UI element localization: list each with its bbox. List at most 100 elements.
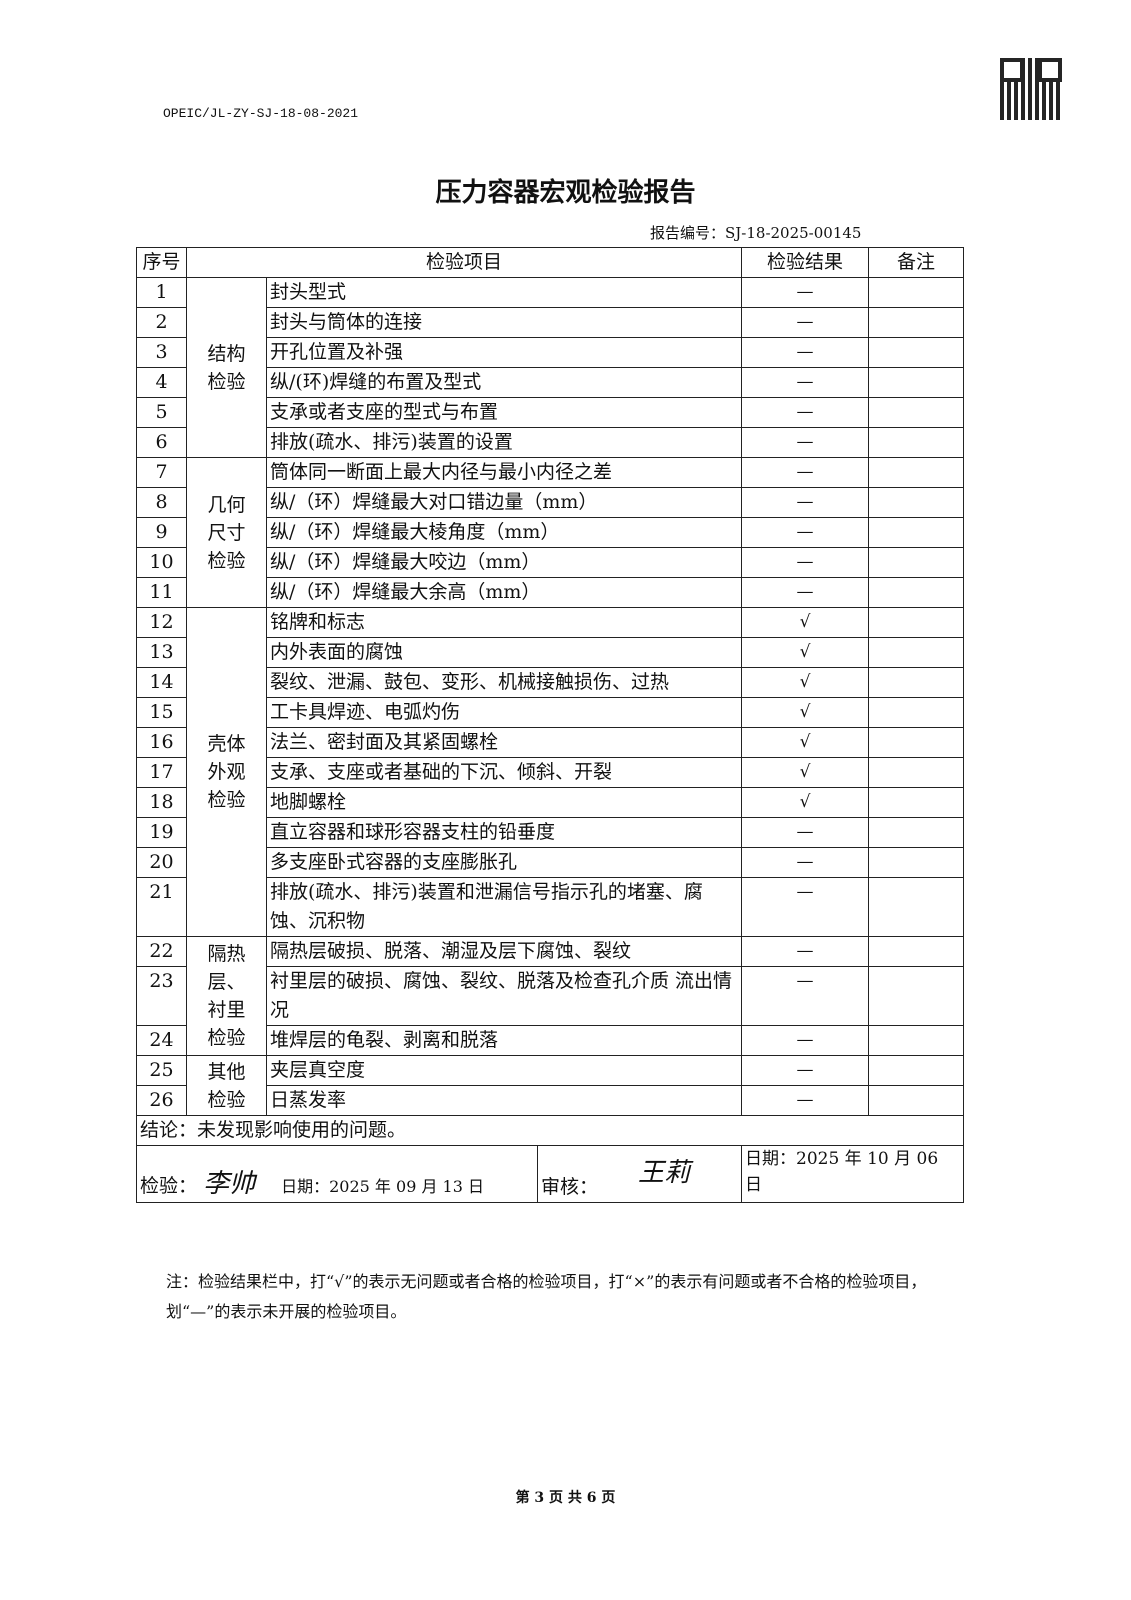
category-label: 几何尺寸检验: [186, 457, 267, 608]
row-remark: [868, 847, 964, 878]
row-seq: 10: [136, 547, 187, 578]
row-item: 纵/（环）焊缝最大对口错边量（mm）: [266, 487, 742, 518]
row-remark: [868, 487, 964, 518]
row-seq: 20: [136, 847, 187, 878]
row-result: —: [741, 307, 869, 338]
category-label: 隔热层、衬里检验: [186, 936, 267, 1056]
row-result: —: [741, 1055, 869, 1086]
header-result: 检验结果: [741, 247, 869, 278]
row-seq: 1: [136, 277, 187, 308]
row-result: —: [741, 847, 869, 878]
row-item: 支承、支座或者基础的下沉、倾斜、开裂: [266, 757, 742, 788]
table-row: 14 裂纹、泄漏、鼓包、变形、机械接触损伤、过热 √: [136, 667, 964, 698]
row-result: —: [741, 397, 869, 428]
table-header: 序号 检验项目 检验结果 备注: [136, 247, 964, 278]
row-result: √: [741, 727, 869, 758]
row-item: 封头型式: [266, 277, 742, 308]
category-label: 其他检验: [186, 1055, 267, 1116]
conclusion-row: 结论：未发现影响使用的问题。: [136, 1115, 964, 1146]
row-result: √: [741, 637, 869, 668]
header-seq: 序号: [136, 247, 187, 278]
row-seq: 9: [136, 517, 187, 548]
row-seq: 2: [136, 307, 187, 338]
reviewer-signature: 王莉: [638, 1158, 691, 1188]
table-row: 6 排放(疏水、排污)装置的设置 —: [136, 427, 964, 458]
row-seq: 12: [136, 607, 187, 638]
category-label: 壳体外观检验: [186, 607, 267, 937]
row-item: 直立容器和球形容器支柱的铅垂度: [266, 817, 742, 848]
row-result: √: [741, 667, 869, 698]
table-row: 7 几何尺寸检验 筒体同一断面上最大内径与最小内径之差 —: [136, 457, 964, 608]
table-row: 13 内外表面的腐蚀 √: [136, 637, 964, 668]
table-row: 23 衬里层的破损、腐蚀、裂纹、脱落及检查孔介质 流出情况 —: [136, 966, 964, 1026]
inspection-table: 序号 检验项目 检验结果 备注 1 结构检验 封头型式 —2 封头与筒体的连接 —3 开孔位…: [136, 247, 964, 1203]
row-seq: 15: [136, 697, 187, 728]
row-item: 筒体同一断面上最大内径与最小内径之差: [266, 457, 742, 488]
row-result: —: [741, 1025, 869, 1056]
row-seq: 18: [136, 787, 187, 818]
row-item: 排放(疏水、排污)装置的设置: [266, 427, 742, 458]
row-result: √: [741, 757, 869, 788]
conclusion: 结论：未发现影响使用的问题。: [136, 1115, 964, 1146]
row-remark: [868, 307, 964, 338]
row-item: 封头与筒体的连接: [266, 307, 742, 338]
row-result: —: [741, 966, 869, 1026]
table-row: 26 日蒸发率 —: [136, 1085, 964, 1116]
table-row: 12 壳体外观检验 铭牌和标志 √: [136, 607, 964, 937]
report-number: 报告编号：SJ-18-2025-00145: [650, 224, 862, 242]
row-remark: [868, 457, 964, 488]
row-result: —: [741, 427, 869, 458]
table-row: 4 纵/(环)焊缝的布置及型式 —: [136, 367, 964, 398]
row-item: 堆焊层的龟裂、剥离和脱落: [266, 1025, 742, 1056]
row-result: √: [741, 787, 869, 818]
row-item: 夹层真空度: [266, 1055, 742, 1086]
table-row: 17 支承、支座或者基础的下沉、倾斜、开裂 √: [136, 757, 964, 788]
row-remark: [868, 667, 964, 698]
row-remark: [868, 1055, 964, 1086]
row-item: 支承或者支座的型式与布置: [266, 397, 742, 428]
page-number: 第 3 页 共 6 页: [515, 1490, 616, 1506]
row-seq: 24: [136, 1025, 187, 1056]
row-item: 地脚螺栓: [266, 787, 742, 818]
row-seq: 17: [136, 757, 187, 788]
table-row: 8 纵/（环）焊缝最大对口错边量（mm） —: [136, 487, 964, 518]
table-row: 3 开孔位置及补强 —: [136, 337, 964, 368]
row-seq: 23: [136, 966, 187, 1026]
row-seq: 16: [136, 727, 187, 758]
review-date: 日期：2025 年 10 月 06 日: [741, 1145, 964, 1203]
row-remark: [868, 727, 964, 758]
table-row: 21 排放(疏水、排污)装置和泄漏信号指示孔的堵塞、腐蚀、沉积物 —: [136, 877, 964, 937]
row-item: 隔热层破损、脱落、潮湿及层下腐蚀、裂纹: [266, 936, 742, 967]
row-seq: 7: [136, 457, 187, 488]
row-remark: [868, 517, 964, 548]
row-remark: [868, 1025, 964, 1056]
row-item: 纵/(环)焊缝的布置及型式: [266, 367, 742, 398]
row-seq: 22: [136, 936, 187, 967]
header-item: 检验项目: [186, 247, 742, 278]
row-remark: [868, 607, 964, 638]
review-cell: 审核： 王莉: [537, 1146, 751, 1202]
page-title: 压力容器宏观检验报告: [435, 178, 696, 208]
row-remark: [868, 547, 964, 578]
table-row: 24 堆焊层的龟裂、剥离和脱落 —: [136, 1025, 964, 1056]
row-seq: 8: [136, 487, 187, 518]
table-row: 5 支承或者支座的型式与布置 —: [136, 397, 964, 428]
table-row: 1 结构检验 封头型式 —: [136, 277, 964, 458]
row-remark: [868, 577, 964, 608]
row-remark: [868, 397, 964, 428]
row-seq: 25: [136, 1055, 187, 1086]
row-remark: [868, 757, 964, 788]
row-seq: 14: [136, 667, 187, 698]
row-item: 纵/（环）焊缝最大余高（mm）: [266, 577, 742, 608]
inspector-signature: 李帅: [203, 1169, 256, 1199]
category-label: 结构检验: [186, 277, 267, 458]
row-result: —: [741, 277, 869, 308]
row-item: 工卡具焊迹、电弧灼伤: [266, 697, 742, 728]
row-seq: 26: [136, 1085, 187, 1116]
inspect-label: 检验：: [140, 1175, 198, 1197]
review-label: 审核：: [541, 1176, 599, 1198]
row-remark: [868, 817, 964, 848]
row-remark: [868, 367, 964, 398]
qr-code: [1000, 58, 1062, 120]
